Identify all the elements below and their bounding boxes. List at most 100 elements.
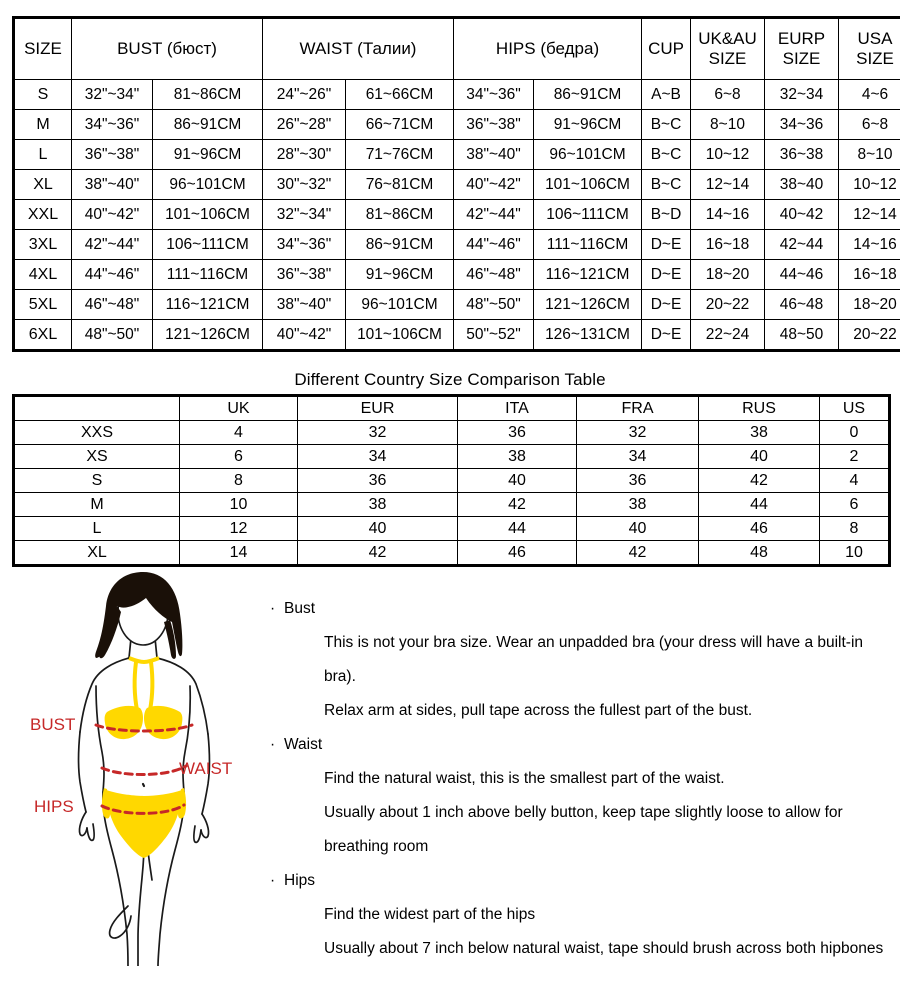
table-row: XS 6 34 38 34 40 2 <box>13 444 890 469</box>
cell-rus: 48 <box>698 540 820 566</box>
table-row: S 32"~34" 81~86CM 24"~26" 61~66CM 34"~36" 86~9… <box>13 79 900 110</box>
cell-ita: 44 <box>457 516 577 541</box>
column-header-usa-size: USA SIZE <box>838 17 900 80</box>
table-row: XL 38"~40" 96~101CM 30"~32" 76~81CM 40"~42" 10… <box>13 169 900 200</box>
measurement-instructions: · Bust This is not your bra size. Wear an… <box>270 592 885 966</box>
cell-cup: D~E <box>641 319 692 351</box>
cell-cup: D~E <box>641 229 692 260</box>
cell-eur: 32 <box>297 420 458 445</box>
cell-bust_cm: 101~106CM <box>151 199 264 230</box>
cell-size: L <box>13 139 72 170</box>
country-comparison-table: UK EUR ITA FRA RUS US XXS 4 32 36 32 38 0 XS 6 34… <box>12 394 891 567</box>
cell-waist_cm: 66~71CM <box>345 109 455 140</box>
instruction-line: Find the natural waist, this is the smal… <box>324 770 725 787</box>
swimsuit-bottom-icon <box>101 788 187 858</box>
cell-hips_in: 44"~46" <box>453 229 535 260</box>
cell-uk: 8 <box>179 468 298 493</box>
cell-waist_cm: 76~81CM <box>345 169 455 200</box>
cell-hips_cm: 96~101CM <box>533 139 643 170</box>
cell-size: 6XL <box>13 319 72 351</box>
cell-waist_in: 26"~28" <box>262 109 347 140</box>
cell-size: XXS <box>13 420 180 445</box>
cell-hips_cm: 91~96CM <box>533 109 643 140</box>
cell-eurp: 46~48 <box>764 289 840 320</box>
cell-fra: 32 <box>576 420 699 445</box>
cell-usa: 8~10 <box>838 139 900 170</box>
cell-cup: B~C <box>641 139 692 170</box>
cell-waist_in: 28"~30" <box>262 139 347 170</box>
cell-eurp: 48~50 <box>764 319 840 351</box>
cell-usa: 14~16 <box>838 229 900 260</box>
cell-usa: 18~20 <box>838 289 900 320</box>
cell-rus: 44 <box>698 492 820 517</box>
cell-bust_in: 48"~50" <box>71 319 153 351</box>
cell-ita: 36 <box>457 420 577 445</box>
cell-size: S <box>13 79 72 110</box>
body-outline-icon <box>77 637 211 966</box>
instruction-body-bust: This is not your bra size. Wear an unpad… <box>324 626 885 728</box>
cell-eurp: 34~36 <box>764 109 840 140</box>
cell-waist_cm: 96~101CM <box>345 289 455 320</box>
cell-size: XXL <box>13 199 72 230</box>
cell-size: XL <box>13 169 72 200</box>
table-row: L 36"~38" 91~96CM 28"~30" 71~76CM 38"~40" 96~1… <box>13 139 900 170</box>
cell-uk: 6 <box>179 444 298 469</box>
cell-eurp: 42~44 <box>764 229 840 260</box>
country-header-ita: ITA <box>457 395 577 421</box>
column-header-ukau-size: UK&AU SIZE <box>690 17 766 80</box>
cell-rus: 46 <box>698 516 820 541</box>
cell-waist_cm: 86~91CM <box>345 229 455 260</box>
cell-ita: 42 <box>457 492 577 517</box>
cell-hips_in: 38"~40" <box>453 139 535 170</box>
cell-cup: D~E <box>641 259 692 290</box>
cell-bust_in: 38"~40" <box>71 169 153 200</box>
cell-ukau: 10~12 <box>690 139 766 170</box>
cell-bust_cm: 81~86CM <box>151 79 264 110</box>
country-header-rus: RUS <box>698 395 820 421</box>
country-header-fra: FRA <box>576 395 699 421</box>
cell-usa: 6~8 <box>838 109 900 140</box>
cell-waist_cm: 61~66CM <box>345 79 455 110</box>
column-header-hips: HIPS (бедра) <box>453 17 643 80</box>
cell-size: XL <box>13 540 180 566</box>
cell-cup: D~E <box>641 289 692 320</box>
country-header-blank <box>13 395 180 421</box>
cell-size: S <box>13 468 180 493</box>
cell-ukau: 22~24 <box>690 319 766 351</box>
cell-bust_in: 46"~48" <box>71 289 153 320</box>
cell-eur: 42 <box>297 540 458 566</box>
cell-rus: 40 <box>698 444 820 469</box>
table-row: 3XL 42"~44" 106~111CM 34"~36" 86~91CM 44"~46"… <box>13 229 900 260</box>
cell-rus: 42 <box>698 468 820 493</box>
cell-waist_cm: 101~106CM <box>345 319 455 351</box>
cell-fra: 38 <box>576 492 699 517</box>
column-header-bust: BUST (бюст) <box>70 17 264 80</box>
cell-waist_in: 38"~40" <box>262 289 347 320</box>
cell-size: XS <box>13 444 180 469</box>
table-row: XXL 40"~42" 101~106CM 32"~34" 81~86CM 42"~44"… <box>13 199 900 230</box>
cell-ukau: 12~14 <box>690 169 766 200</box>
instruction-heading-hips: · Hips <box>270 864 885 898</box>
cell-fra: 34 <box>576 444 699 469</box>
column-header-size: SIZE <box>13 17 72 80</box>
column-header-eurp-size: EURP SIZE <box>764 17 840 80</box>
table-header-row: SIZE BUST (бюст) WAIST (Талии) HIPS (бед… <box>13 17 900 80</box>
table-row: XXS 4 32 36 32 38 0 <box>13 420 890 445</box>
instruction-heading-bust-label: Bust <box>284 600 316 617</box>
cell-uk: 10 <box>179 492 298 517</box>
cell-usa: 10~12 <box>838 169 900 200</box>
country-comparison-container: Different Country Size Comparison Table … <box>12 370 891 567</box>
cell-bust_cm: 116~121CM <box>151 289 264 320</box>
instruction-line: Usually about 1 inch above belly button,… <box>324 804 843 855</box>
instruction-group-waist: · Waist Find the natural waist, this is t… <box>270 728 885 864</box>
cell-us: 10 <box>819 540 890 566</box>
instruction-line: This is not your bra size. Wear an unpad… <box>324 634 864 685</box>
bust-measure-line <box>94 723 194 733</box>
cell-hips_cm: 121~126CM <box>533 289 643 320</box>
hips-label: HIPS <box>34 797 74 816</box>
cell-ita: 46 <box>457 540 577 566</box>
cell-waist_in: 40"~42" <box>262 319 347 351</box>
cell-rus: 38 <box>698 420 820 445</box>
size-chart-table: SIZE BUST (бюст) WAIST (Талии) HIPS (бед… <box>12 16 900 352</box>
cell-waist_cm: 91~96CM <box>345 259 455 290</box>
